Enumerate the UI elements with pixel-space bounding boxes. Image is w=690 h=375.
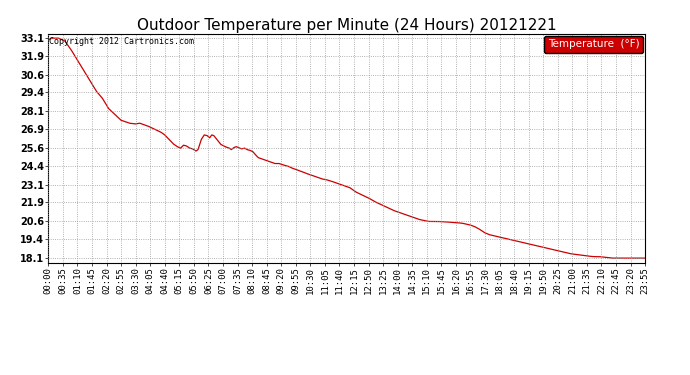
Title: Outdoor Temperature per Minute (24 Hours) 20121221: Outdoor Temperature per Minute (24 Hours… <box>137 18 557 33</box>
Legend: Temperature  (°F): Temperature (°F) <box>544 36 643 53</box>
Text: Copyright 2012 Cartronics.com: Copyright 2012 Cartronics.com <box>50 37 195 46</box>
